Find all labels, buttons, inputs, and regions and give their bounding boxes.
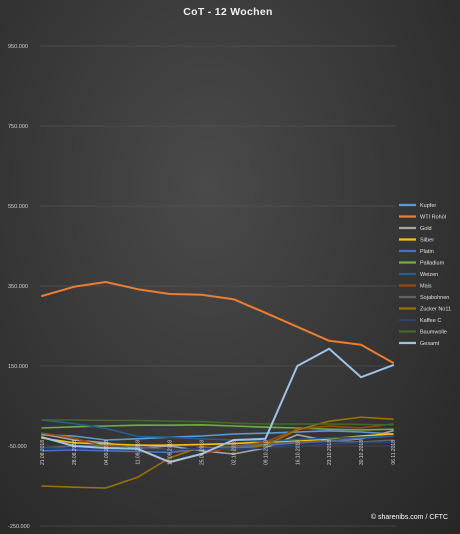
series-line-1	[41, 281, 394, 364]
series-line-12	[41, 347, 394, 463]
legend-label: Gold	[420, 226, 432, 232]
source-credit: © sharenibs.com / CFTC	[371, 513, 448, 521]
series-line-11	[41, 419, 394, 426]
x-tick-label: 30.10.2018	[359, 440, 365, 465]
series-line-0	[41, 430, 394, 441]
legend-label: WTI Rohöl	[420, 215, 446, 221]
legend-label: Silber	[420, 238, 434, 244]
legend-label: Platin	[420, 249, 434, 255]
legend-label: Weizen	[420, 272, 438, 278]
legend-label: Kupfer	[420, 203, 436, 209]
x-axis-ticks: 21.08.2018 28.08.2018 04.09.2018 11.09.2018…	[40, 440, 397, 465]
series-line-6	[41, 419, 394, 442]
legend-label: Baumwolle	[420, 330, 447, 336]
x-tick-label: 25.09.2018	[200, 440, 206, 465]
x-tick-label: 02.10.2018	[231, 440, 237, 465]
x-tick-label: 16.10.2018	[295, 440, 301, 465]
y-tick-label: 350.000	[8, 284, 28, 290]
x-tick-label: 11.09.2018	[136, 440, 142, 465]
legend-label: Mais	[420, 284, 432, 290]
y-tick-label: 750.000	[8, 124, 28, 130]
y-tick-label: -50.000	[8, 444, 27, 450]
y-tick-label: 150.000	[8, 364, 28, 370]
y-tick-label: 550.000	[8, 204, 28, 210]
x-tick-label: 06.11.2018	[391, 440, 397, 465]
x-tick-label: 18.09.2018	[168, 440, 174, 465]
chart-title: CoT - 12 Wochen	[183, 6, 272, 18]
legend-label: Zucker No11	[420, 307, 451, 313]
legend-label: Gesamt	[420, 341, 440, 347]
series-line-10	[41, 441, 394, 451]
x-tick-label: 23.10.2018	[327, 440, 333, 465]
x-tick-label: 28.08.2018	[72, 440, 78, 465]
series-lines	[41, 281, 394, 489]
x-tick-label: 04.09.2018	[104, 440, 110, 465]
legend-label: Sojabohnen	[420, 295, 449, 301]
y-tick-label: -250.000	[8, 524, 30, 530]
legend-label: Kaffee C	[420, 318, 441, 324]
y-axis-ticks: 950.000 750.000 550.000 350.000 150.000 -50.0…	[8, 44, 30, 530]
legend-label: Palladium	[420, 261, 445, 267]
x-tick-label: 09.10.2018	[263, 440, 269, 465]
gridlines	[40, 45, 396, 527]
legend: Kupfer WTI Rohöl Gold Silber Platin Palladium…	[399, 203, 451, 347]
series-line-5	[41, 424, 394, 431]
y-tick-label: 950.000	[8, 44, 28, 50]
x-tick-label: 21.08.2018	[40, 440, 46, 465]
